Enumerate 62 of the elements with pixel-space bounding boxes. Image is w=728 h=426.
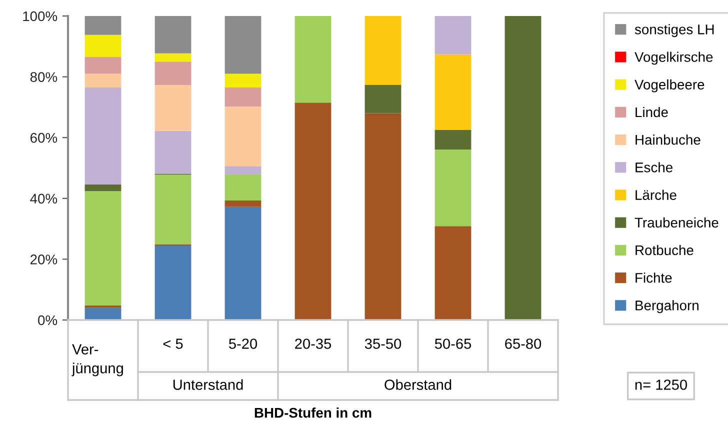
y-tick-label: 100% [23, 11, 58, 22]
bar [224, 174, 262, 201]
text: n= 1250 [635, 380, 687, 390]
x-tick-label: Ver- jüngung [72, 344, 123, 376]
bar [84, 74, 122, 88]
text: Oberstand [384, 379, 452, 390]
x-tick-label: 20-35 [295, 338, 332, 349]
bar [84, 34, 122, 58]
legend-label: Linde [636, 106, 668, 118]
y-tick-label: 60% [30, 132, 58, 143]
bar [364, 113, 402, 320]
y-tick-label: 80% [30, 72, 58, 82]
x-tick-label: < 5 [163, 338, 183, 349]
legend-label: Vogelkirsche [634, 52, 713, 65]
legend-label: Rotbuche [636, 244, 694, 256]
bar [224, 206, 262, 320]
bar [434, 54, 472, 130]
legend-label: Traubeneiche [634, 217, 718, 228]
legend-label: Hainbuche [636, 134, 700, 145]
y-tick-label: 0% [38, 315, 58, 326]
text: Unterstand [173, 379, 243, 390]
x-axis-title: BHD-Stufen in cm [254, 408, 372, 418]
bar [224, 74, 262, 88]
bar [224, 166, 262, 174]
bar [84, 305, 122, 308]
bar [84, 191, 122, 306]
y-tick-label: 20% [30, 254, 58, 264]
bar [84, 87, 122, 184]
bar [224, 106, 262, 166]
legend-label: Bergahorn [636, 300, 698, 314]
bar [434, 16, 472, 54]
bar [434, 226, 472, 320]
bar [504, 16, 542, 320]
x-tick-label: 5-20 [228, 338, 258, 349]
bar [294, 102, 332, 320]
bar [154, 246, 192, 320]
bar [294, 16, 332, 103]
x-tick-label: 35-50 [364, 338, 402, 349]
legend-label: Vogelbeere [634, 79, 704, 92]
bar [434, 149, 472, 226]
bar [84, 184, 122, 192]
x-tick-label: 65-80 [505, 338, 542, 349]
bar [224, 16, 262, 74]
bar [84, 16, 122, 35]
bar [154, 130, 192, 174]
legend-label: sonstiges LH [634, 24, 714, 38]
bar [434, 130, 472, 150]
legend-label: Fichte [636, 272, 672, 283]
bar [224, 87, 262, 107]
bar [224, 200, 262, 207]
y-tick-label: 40% [30, 194, 58, 204]
bar [154, 62, 192, 86]
bar [364, 84, 402, 114]
bar [84, 57, 122, 74]
legend-label: Lärche [636, 190, 676, 200]
bar [154, 16, 192, 54]
x-tick-label: 50-65 [434, 338, 472, 349]
bar [154, 174, 192, 244]
bar [154, 53, 192, 62]
bar [364, 16, 402, 85]
legend-label: Esche [636, 162, 672, 172]
bar [154, 85, 192, 131]
